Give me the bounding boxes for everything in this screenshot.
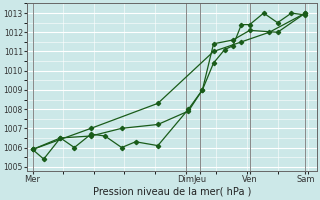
X-axis label: Pression niveau de la mer( hPa ): Pression niveau de la mer( hPa ) <box>92 187 251 197</box>
